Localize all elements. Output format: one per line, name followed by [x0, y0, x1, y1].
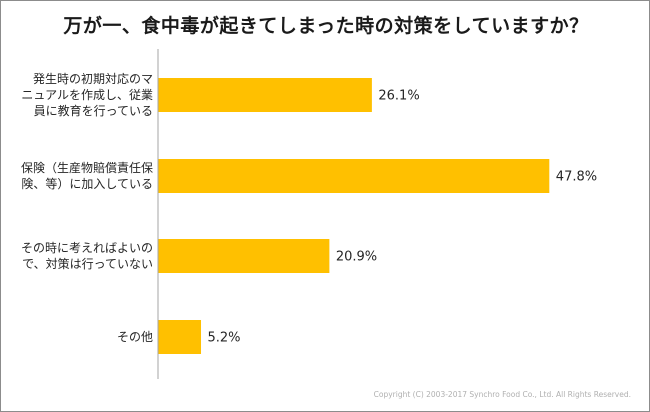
value-label-3: 5.2%: [208, 331, 241, 346]
value-label-2: 20.9%: [336, 250, 377, 265]
chart-title: 万が一、食中毒が起きてしまった時の対策をしていますか？: [63, 15, 589, 37]
bar-2: [158, 239, 330, 273]
category-label-0: 発生時の初期対応のマ ニュアルを作成し、従業 員に教育を行っている: [21, 72, 153, 118]
category-label-3: その他: [116, 330, 153, 344]
bar-1: [158, 159, 550, 193]
bar-0: [158, 78, 372, 112]
category-label-1: 保険（生産物賠償責任保 険、等）に加入している: [20, 161, 153, 191]
category-label-2: その時に考えればよいの で、対策は行っていない: [20, 241, 153, 271]
value-label-0: 26.1%: [378, 89, 419, 104]
value-label-1: 47.8%: [556, 170, 597, 185]
copyright-notice: Copyright (C) 2003-2017 Synchro Food Co.…: [373, 390, 631, 399]
bar-3: [158, 320, 202, 354]
